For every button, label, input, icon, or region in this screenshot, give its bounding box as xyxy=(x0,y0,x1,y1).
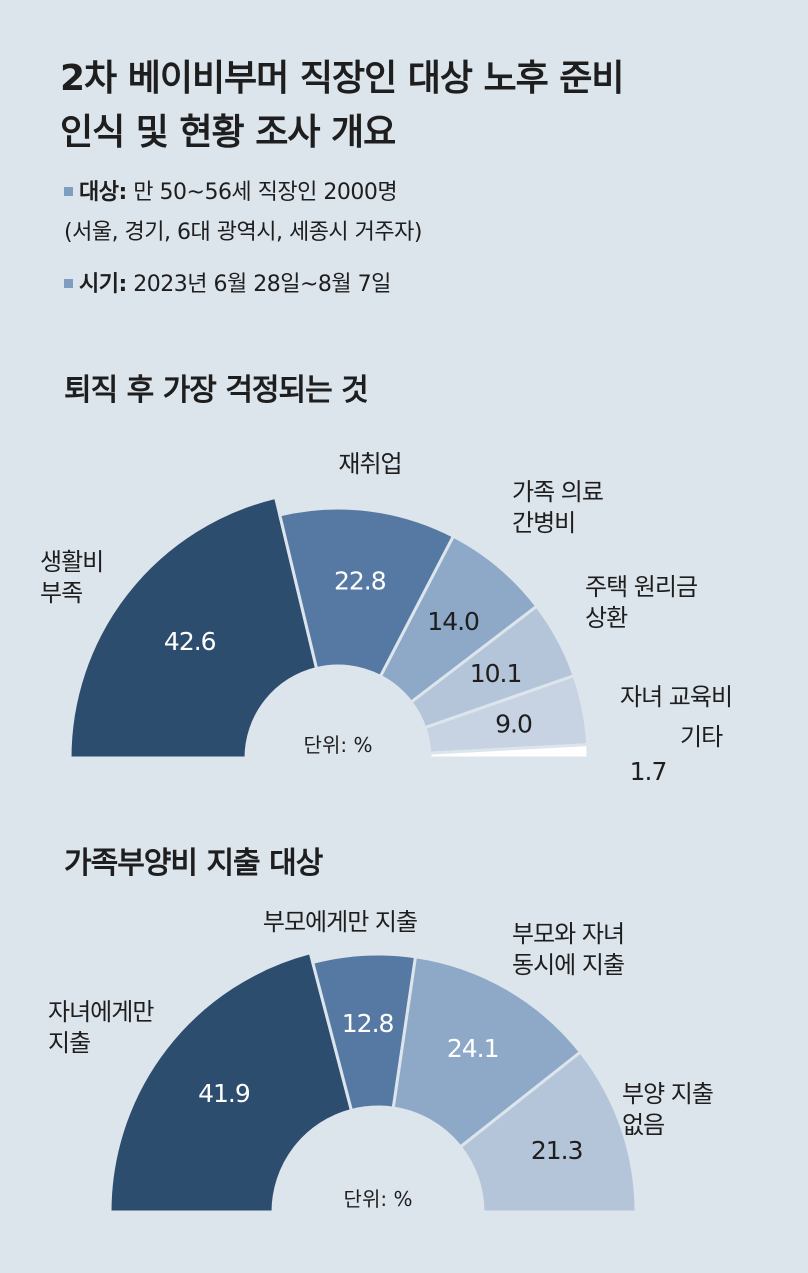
category-label-4: 부양 지출 없음 xyxy=(622,1080,713,1139)
category-label-1: 생활비 부족 xyxy=(40,548,103,607)
value-label-4: 10.1 xyxy=(470,659,522,688)
pie-slice-4 xyxy=(458,1049,638,1214)
pie-slice-1 xyxy=(68,495,319,760)
survey-target-detail: (서울, 경기, 6대 광역시, 세종시 거주자) xyxy=(64,218,422,248)
category-label-6: 기타 xyxy=(680,723,723,751)
value-label-5: 9.0 xyxy=(495,709,532,738)
pie-slice-2 xyxy=(277,506,456,679)
chart2-family-support: 41.9 12.8 24.1 21.3 자녀에게만 지출 부모에게만 지출 부모와 자녀 동시에… xyxy=(48,908,714,1214)
pie-slice-6 xyxy=(428,743,590,760)
chart2-title: 가족부양비 지출 대상 xyxy=(64,846,323,881)
pie-slice-1 xyxy=(108,950,354,1214)
title-line-1: 2차 베이비부머 직장인 대상 노후 준비 xyxy=(60,58,625,99)
category-label-4: 주택 원리금 상환 xyxy=(585,573,697,632)
category-label-2: 재취업 xyxy=(338,450,401,478)
value-label-4: 21.3 xyxy=(531,1136,583,1165)
survey-target: 대상: 만 50~56세 직장인 2000명 xyxy=(64,178,398,208)
category-label-3: 가족 의료 간병비 xyxy=(512,478,603,537)
chart1-title: 퇴직 후 가장 걱정되는 것 xyxy=(64,373,369,408)
value-label-1: 42.6 xyxy=(164,627,216,656)
unit-label: 단위: % xyxy=(344,1187,413,1211)
value-label-6: 1.7 xyxy=(630,757,667,786)
survey-period: 시기: 2023년 6월 28일~8월 7일 xyxy=(64,270,391,300)
pie-slice-3 xyxy=(391,955,583,1150)
bullet-square-icon xyxy=(64,186,73,196)
period-value: 2023년 6월 28일~8월 7일 xyxy=(133,272,391,297)
value-label-2: 22.8 xyxy=(334,566,386,595)
category-label-5: 자녀 교육비 xyxy=(620,683,732,711)
target-label: 대상: xyxy=(79,180,127,205)
value-label-1: 41.9 xyxy=(198,1079,250,1108)
title-line-2: 인식 및 현황 조사 개요 xyxy=(60,112,396,153)
value-label-3: 14.0 xyxy=(427,607,479,636)
page-title: 2차 베이비부머 직장인 대상 노후 준비 인식 및 현황 조사 개요 xyxy=(60,52,780,160)
period-label: 시기: xyxy=(79,272,127,297)
value-label-2: 12.8 xyxy=(342,1009,394,1038)
category-label-3: 부모와 자녀 동시에 지출 xyxy=(512,920,624,979)
category-label-2: 부모에게만 지출 xyxy=(263,908,417,936)
target-detail: (서울, 경기, 6대 광역시, 세종시 거주자) xyxy=(64,220,422,245)
value-label-3: 24.1 xyxy=(447,1034,499,1063)
unit-label: 단위: % xyxy=(304,733,373,757)
bullet-square-icon xyxy=(64,278,73,288)
target-value: 만 50~56세 직장인 2000명 xyxy=(133,180,398,205)
category-label-1: 자녀에게만 지출 xyxy=(48,998,154,1057)
